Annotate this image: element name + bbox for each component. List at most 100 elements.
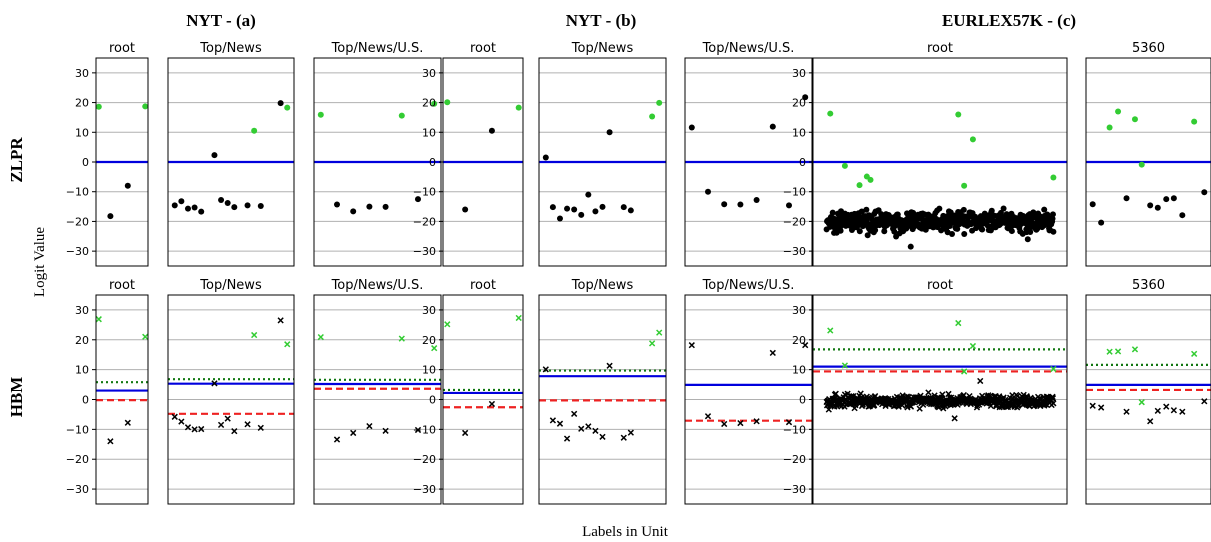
negative-point [753,418,760,425]
negative-point [872,227,879,234]
positive-point [317,111,324,118]
y-tick-label: 0 [799,394,806,407]
negative-point [198,208,205,215]
negative-point [366,203,373,210]
negative-point [1098,404,1105,411]
negative-point [785,202,792,209]
panels: root 30 20 10 0 −10 −20 −30 Top/News Top/News/U.S… [66,41,1211,505]
negative-point [753,197,760,204]
negative-point [350,208,357,215]
negative-point [961,230,968,237]
negative-point [1050,228,1057,235]
y-tick-label: −20 [783,215,806,228]
y-tick-label: −10 [413,186,436,199]
negative-point [856,228,863,235]
panel-title: 5360 [1132,41,1165,56]
negative-point [549,204,556,211]
positive-point [961,368,968,375]
positive-point [398,112,405,119]
y-tick-label: 0 [799,156,806,169]
y-tick-label: 0 [82,156,89,169]
negative-point [171,413,178,420]
negative-point [1089,201,1096,208]
negative-point [1024,236,1031,243]
negative-point [704,413,712,420]
negative-point [277,317,284,324]
negative-point [366,422,373,430]
panel-hbm-eurlex57k-c-root: root 30 20 10 0 −10 −20 −30 [783,278,1068,505]
negative-point [184,424,192,431]
negative-point [721,201,728,208]
negative-point [257,424,264,431]
positive-point [95,316,102,323]
group-title-eurlex: EURLEX57K - (c) [942,11,1076,30]
y-tick-label: 0 [429,394,436,407]
positive-point [515,104,522,111]
negative-point [107,438,114,445]
positive-point [431,100,438,107]
positive-point [431,345,438,352]
negative-point [224,200,231,207]
panel-frame [167,57,295,267]
positive-point [317,333,324,341]
positive-point [284,104,291,111]
negative-point [881,228,888,235]
y-tick-label: 20 [75,97,89,110]
y-tick-label: −20 [413,453,436,466]
negative-point [951,415,958,422]
y-tick-label: 10 [792,364,806,377]
negative-point [277,100,284,107]
panel-zlpr-eurlex57k-c-root: root 30 20 10 0 −10 −20 −30 [783,41,1068,267]
row-label-hbm: HBM [7,377,26,418]
positive-point [656,99,663,106]
negative-point [907,243,914,250]
positive-point [867,176,874,183]
negative-point [585,423,592,430]
negative-point [606,129,613,136]
negative-point [488,400,496,408]
positive-point [1138,161,1145,168]
y-tick-label: 20 [422,97,436,110]
panel-hbm-nyt-a-top-news-u-s: Top/News/U.S. [313,278,442,505]
panel-frame [442,57,524,267]
y-axis-label: Logit Value [32,227,48,297]
negative-point [1008,228,1015,235]
group-title-nyt-a: NYT - (a) [186,11,256,30]
panel-title: root [927,41,953,56]
positive-point [1138,399,1145,406]
negative-point [769,123,776,130]
negative-point [488,127,495,134]
negative-point [1147,418,1154,425]
negative-point [863,206,870,213]
negative-point [191,204,198,211]
positive-point [142,333,149,340]
negative-point [721,420,728,428]
negative-point [802,94,809,101]
y-tick-label: −30 [66,245,89,258]
y-tick-label: −30 [783,245,806,258]
negative-point [1000,205,1007,212]
panel-zlpr-nyt-b-top-news: Top/News [538,41,667,267]
panel-title: Top/News [571,278,634,293]
positive-point [142,103,149,110]
y-tick-label: 30 [792,304,806,317]
negative-point [737,201,744,208]
panel-hbm-nyt-b-top-news: Top/News [538,278,667,505]
panel-title: Top/News/U.S. [702,278,795,293]
panel-frame [538,294,667,505]
y-tick-label: 10 [75,126,89,139]
positive-point [656,329,663,336]
negative-point [1163,196,1170,203]
negative-point [462,206,469,213]
positive-point [398,335,405,342]
negative-point [592,208,599,215]
negative-point [231,428,238,435]
positive-point [444,99,451,106]
negative-point [334,201,341,208]
y-tick-label: 30 [75,67,89,80]
negative-point [178,198,185,205]
panel-hbm-eurlex57k-c-5360: 5360 [1085,278,1211,505]
positive-point [1050,174,1057,181]
y-tick-label: 20 [422,334,436,347]
